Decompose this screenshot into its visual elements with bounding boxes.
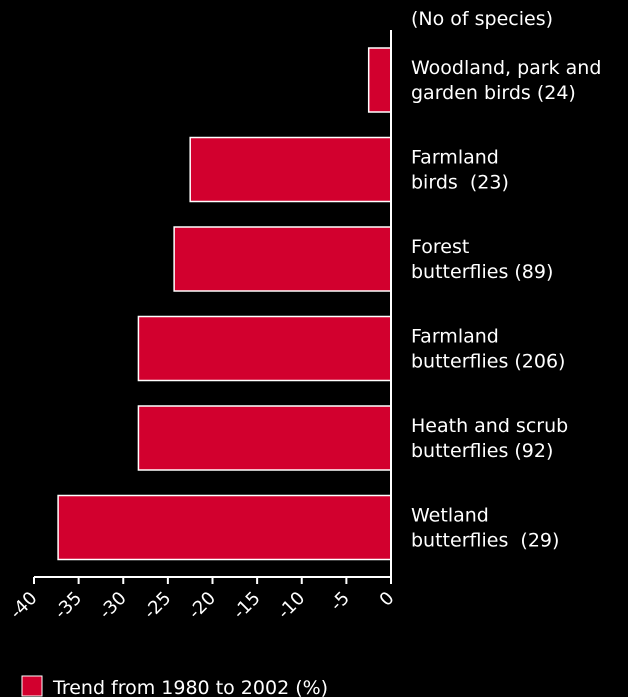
legend: Trend from 1980 to 2002 (%): [21, 675, 328, 697]
category-label: Woodland, park and: [411, 57, 601, 79]
category-labels-group: Woodland, park and garden birds (24) Farml…: [411, 57, 601, 552]
bars-group: [57, 47, 392, 561]
legend-swatch: [21, 675, 43, 697]
category-label: Farmland: [411, 326, 499, 348]
category-label: Wetland: [411, 505, 489, 527]
x-tick-label: -20: [184, 588, 220, 624]
category-label: butterflies (89): [411, 261, 553, 283]
x-tick-label: -30: [95, 588, 131, 624]
category-column-header: (No of species): [411, 8, 553, 30]
bar: [173, 226, 392, 292]
x-tick-label: 0: [376, 588, 399, 611]
category-label: Heath and scrub: [411, 415, 568, 437]
x-tick-label: -15: [229, 588, 265, 624]
category-label: garden birds (24): [411, 82, 576, 104]
category-label: butterflies (92): [411, 440, 553, 462]
legend-label: Trend from 1980 to 2002 (%): [52, 677, 328, 697]
bar: [137, 405, 392, 471]
bar: [189, 136, 392, 203]
x-tick-label: -10: [274, 588, 310, 624]
bar: [367, 47, 392, 113]
x-tick-label: -25: [140, 588, 176, 624]
bar: [137, 315, 392, 382]
category-label: butterflies (206): [411, 351, 565, 373]
x-tick-label: -5: [326, 588, 354, 616]
category-label: Farmland: [411, 147, 499, 169]
category-label: Forest: [411, 236, 469, 258]
category-label: birds (23): [411, 172, 509, 194]
category-label: butterflies (29): [411, 530, 559, 552]
x-tick-label: -40: [6, 588, 42, 624]
x-tick-label: -35: [51, 588, 87, 624]
bar: [57, 494, 392, 561]
